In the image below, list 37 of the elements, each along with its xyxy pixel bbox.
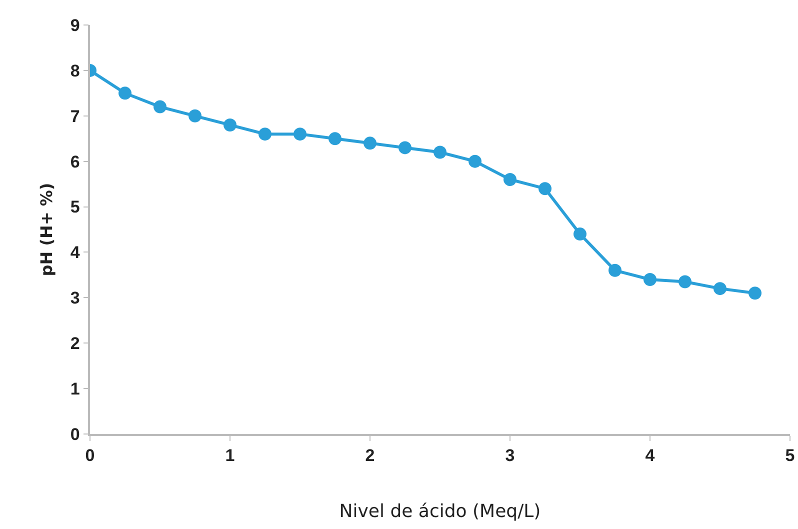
y-tick-label: 5 [70, 198, 80, 217]
y-tick-label: 4 [70, 243, 80, 262]
point [154, 100, 166, 114]
point [714, 282, 726, 296]
x-tick-label: 3 [505, 446, 515, 466]
x-tick-label: 0 [85, 446, 95, 466]
y-tick-label: 8 [70, 61, 80, 80]
point [538, 182, 552, 196]
point [224, 118, 236, 132]
y-tick-label: 1 [70, 380, 80, 399]
point [574, 228, 586, 241]
y-tick-label: 3 [70, 288, 80, 308]
point [294, 128, 306, 141]
y-tick-label: 2 [70, 334, 80, 354]
point [188, 109, 202, 122]
y-tick-label: 6 [70, 152, 80, 172]
y-axis-title: pH (H+ %) [36, 182, 56, 276]
point [678, 275, 692, 288]
x-axis-title: Nivel de ácido (Meq/L) [339, 500, 541, 522]
point [504, 173, 516, 186]
x-tick-label: 2 [365, 446, 375, 466]
y-tick-label: 7 [70, 106, 80, 126]
point [468, 154, 482, 168]
point [258, 128, 272, 141]
point [364, 136, 376, 150]
point [748, 286, 762, 300]
point [644, 272, 656, 286]
y-tick-label: 9 [70, 16, 80, 35]
point [118, 86, 132, 100]
point [434, 146, 446, 159]
point [608, 264, 622, 277]
x-tick-label: 5 [785, 446, 795, 466]
point [398, 141, 412, 154]
y-tick-label: 0 [70, 424, 80, 444]
point [328, 132, 342, 146]
x-tick-label: 4 [645, 446, 656, 466]
x-tick-label: 1 [225, 446, 235, 466]
